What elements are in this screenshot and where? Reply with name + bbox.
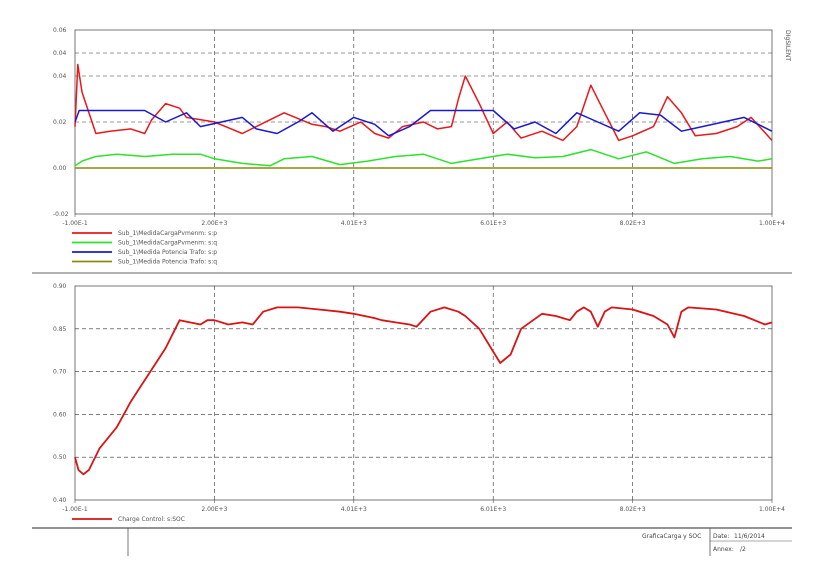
y-tick-label: 0.40 — [53, 497, 67, 504]
y-tick-label: 0.90 — [53, 283, 67, 290]
y-tick-label: 0.02 — [53, 119, 67, 126]
y-tick-label: 0.04 — [53, 73, 67, 80]
x-tick-label: 2.00E+3 — [201, 506, 227, 513]
y-tick-label: 0.00 — [53, 165, 67, 172]
x-tick-label: 1.00E+4 — [759, 506, 785, 513]
legend-label: Sub_1\MedidaCargaPvmenm: s:q — [118, 240, 217, 247]
digsilent-label: DIgSILENT — [784, 30, 791, 61]
legend-label: Charge Control: s:SOC — [118, 516, 185, 523]
legend-label: Sub_1\MedidaCargaPvmenm: s:p — [118, 230, 217, 237]
x-tick-label: 8.02E+3 — [620, 220, 646, 227]
series-line-3 — [74, 109, 773, 137]
y-tick-label: 0.85 — [53, 326, 67, 333]
series-line-1 — [74, 306, 773, 476]
series-line-2 — [74, 148, 773, 167]
x-tick-label: 8.02E+3 — [620, 506, 646, 513]
y-tick-label: 0.04 — [53, 50, 67, 57]
footer-date-value: 11/6/2014 — [734, 533, 765, 540]
y-tick-label: 0.60 — [53, 411, 67, 418]
x-tick-label: 2.00E+3 — [201, 220, 227, 227]
x-tick-label: -1.00E-1 — [62, 506, 87, 513]
footer-annex-label: Annex: — [713, 546, 734, 553]
plot-soc: 0.90 0.85 0.70 0.60 0.50 0.40 -1.00E-1 2.00E+3 4… — [53, 283, 785, 523]
plot-frame — [74, 285, 773, 501]
footer-title: GraficaCarga y SOC — [642, 533, 701, 540]
series-line-1 — [74, 63, 773, 142]
x-tick-label: 1.00E+4 — [759, 220, 785, 227]
x-tick-label: 4.01E+3 — [341, 220, 367, 227]
y-tick-label: 0.70 — [53, 369, 67, 376]
footer-annex-value: /2 — [740, 546, 746, 553]
footer-block: GraficaCarga y SOC Date: 11/6/2014 Annex… — [32, 527, 792, 556]
y-tick-label: -0.02 — [53, 211, 69, 218]
legend-label: Sub_1\Medida Potencia Trafo: s:p — [118, 249, 217, 256]
x-tick-label: 6.01E+3 — [480, 220, 506, 227]
footer-date-label: Date: — [713, 533, 729, 540]
x-tick-label: -1.00E-1 — [62, 220, 87, 227]
y-tick-label: 0.50 — [53, 454, 67, 461]
legend-label: Sub_1\Medida Potencia Trafo: s:q — [118, 259, 217, 266]
plot-load-power: 0.06 0.04 0.04 0.02 0.00 -0.02 -1.00E-1 2.00E+3… — [53, 27, 785, 266]
x-tick-label: 6.01E+3 — [480, 506, 506, 513]
y-tick-label: 0.06 — [53, 27, 67, 34]
x-tick-label: 4.01E+3 — [341, 506, 367, 513]
